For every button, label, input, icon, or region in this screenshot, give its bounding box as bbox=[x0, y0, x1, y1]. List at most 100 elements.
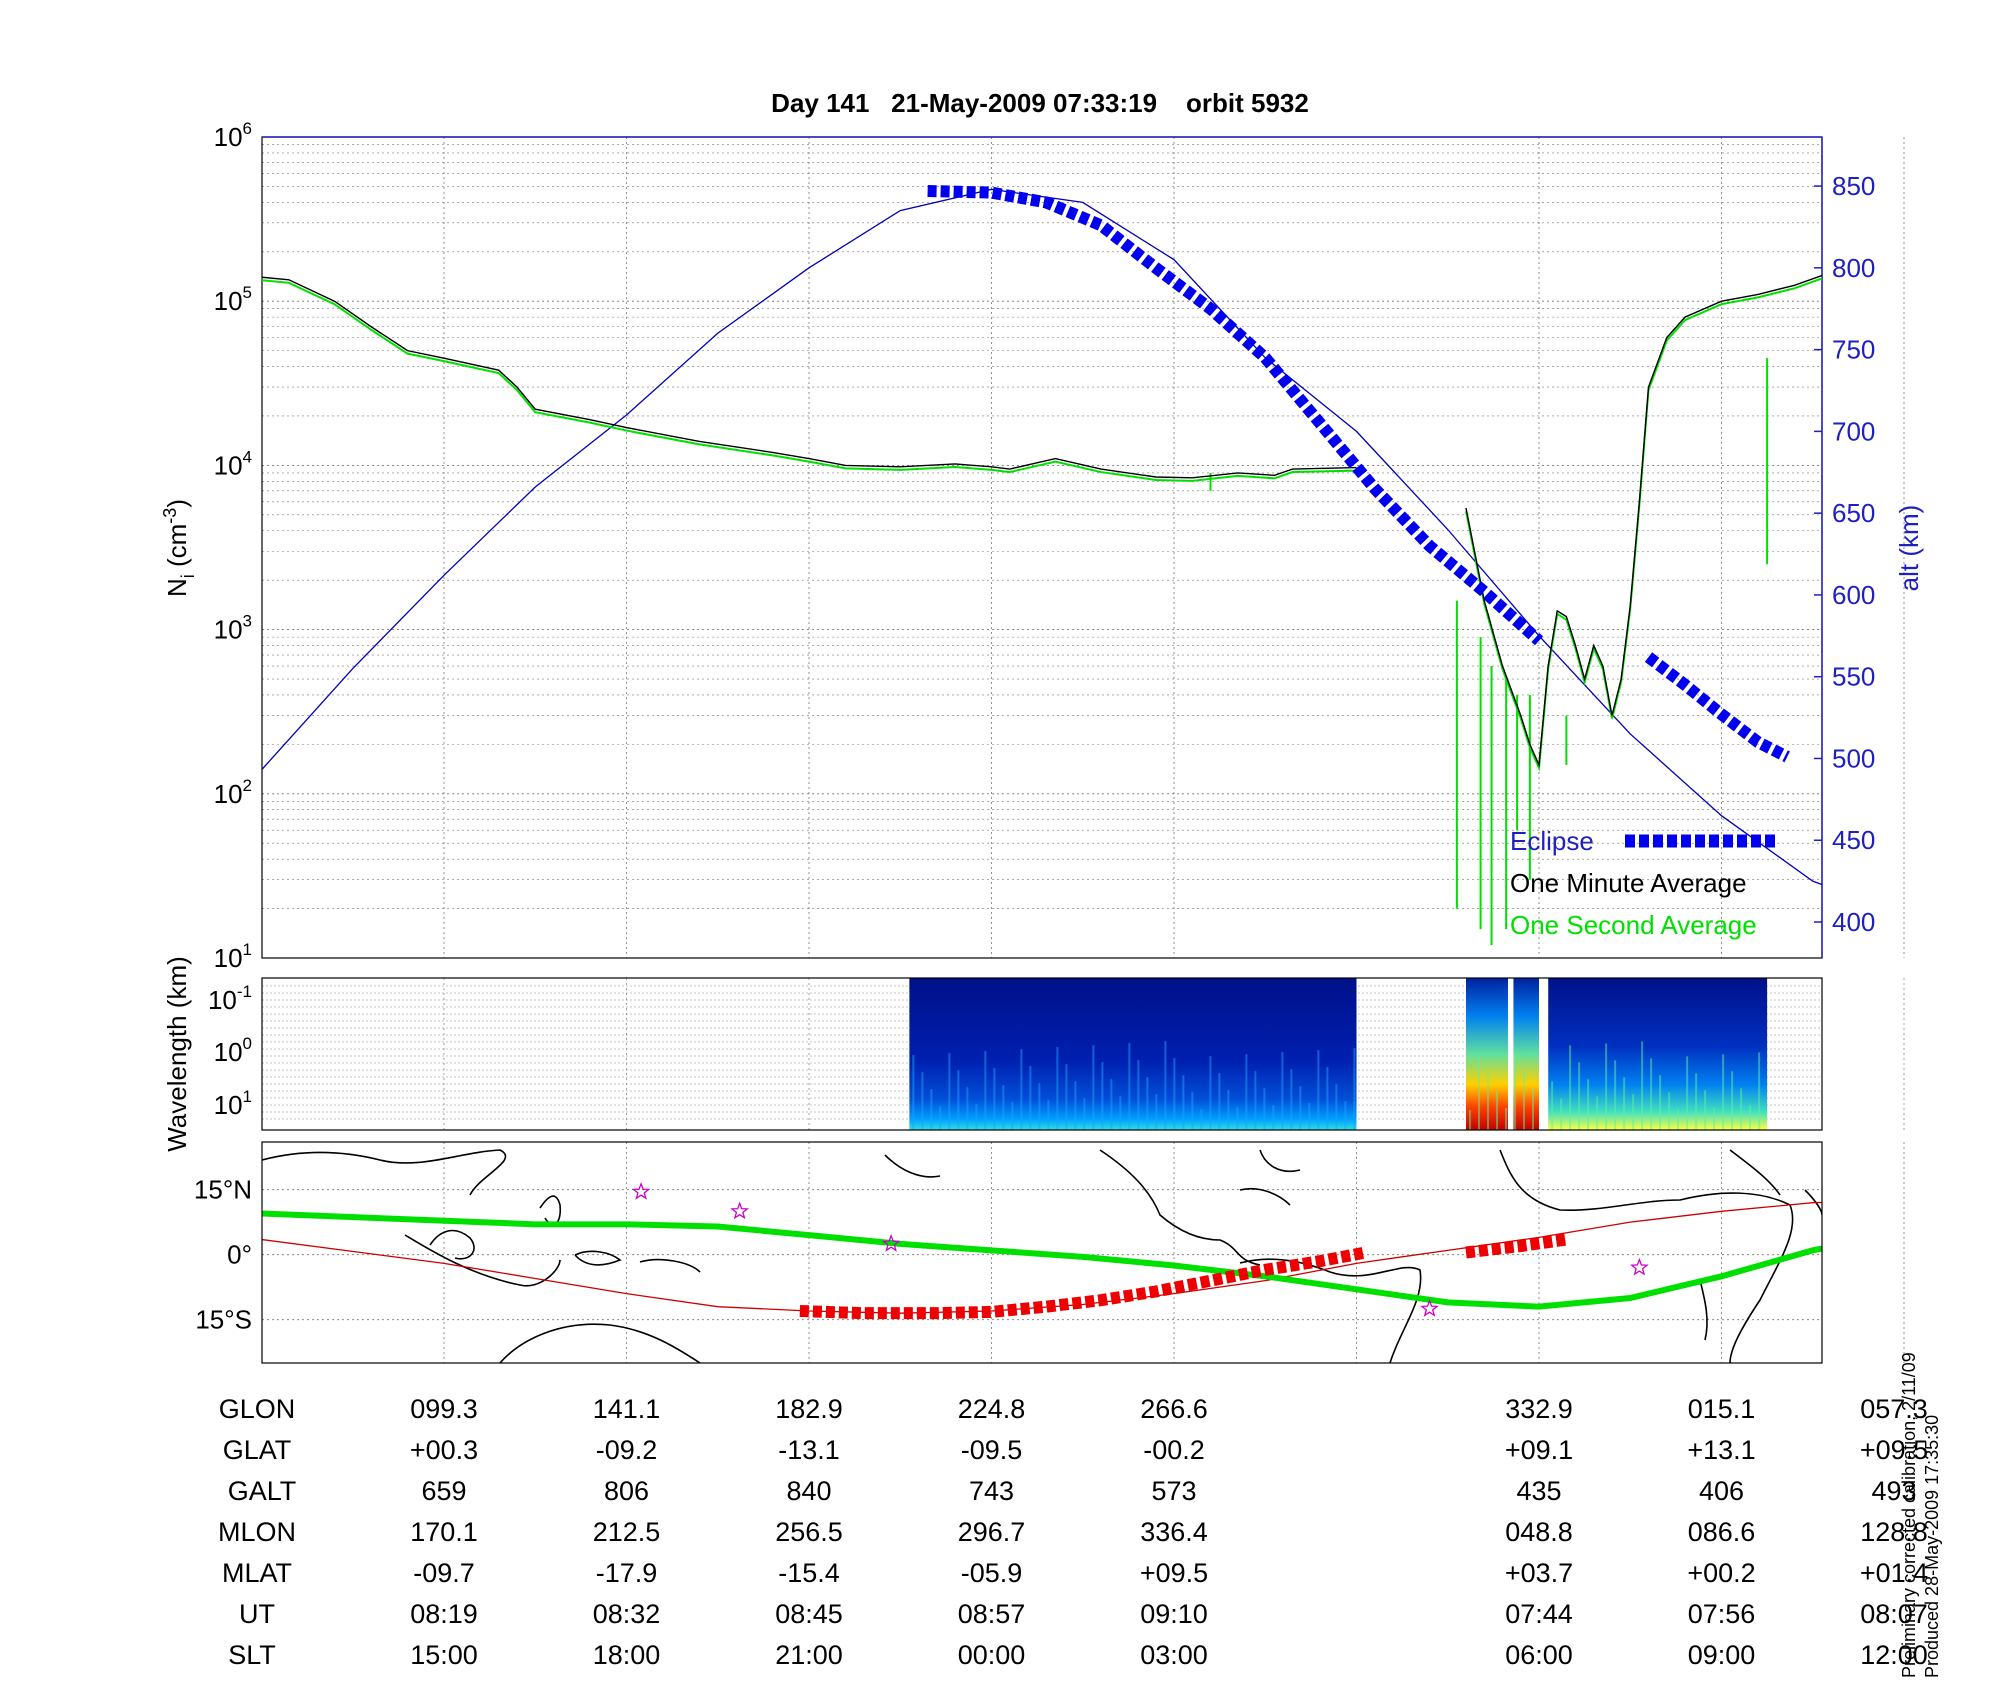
table-cell: -17.9 bbox=[596, 1558, 658, 1588]
table-cell: -13.1 bbox=[778, 1435, 840, 1465]
table-cell: 743 bbox=[969, 1476, 1014, 1506]
table-cell: -15.4 bbox=[778, 1558, 840, 1588]
table-cell: 573 bbox=[1151, 1476, 1196, 1506]
table-cell: 170.1 bbox=[410, 1517, 478, 1547]
density-tick-label: 105 bbox=[214, 283, 252, 316]
row-label: GLAT bbox=[223, 1435, 292, 1465]
eclipse-track-segment bbox=[1465, 1233, 1568, 1259]
table-cell: 840 bbox=[786, 1476, 831, 1506]
table-cell: 08:57 bbox=[958, 1599, 1026, 1629]
table-cell: 03:00 bbox=[1140, 1640, 1208, 1670]
table-cell: 08:07 bbox=[1860, 1599, 1928, 1629]
legend: Eclipse One Minute Average One Second Av… bbox=[1510, 826, 1778, 940]
table-cell: +09.5 bbox=[1140, 1558, 1208, 1588]
row-label: GALT bbox=[228, 1476, 297, 1506]
table-cell: -00.2 bbox=[1143, 1435, 1205, 1465]
density-tick-label: 103 bbox=[214, 612, 252, 645]
table-cell: 15:00 bbox=[410, 1640, 478, 1670]
table-cell: 086.6 bbox=[1688, 1517, 1756, 1547]
wavelength-tick-label: 100 bbox=[214, 1034, 252, 1067]
spectrogram-block bbox=[1548, 978, 1768, 1130]
density-tick-label: 106 bbox=[214, 119, 252, 152]
table-cell: 332.9 bbox=[1505, 1394, 1573, 1424]
eclipse-segment bbox=[1644, 652, 1790, 763]
table-cell: +03.7 bbox=[1505, 1558, 1573, 1588]
spectrogram-gap bbox=[1539, 978, 1549, 1130]
table-cell: 06:00 bbox=[1505, 1640, 1573, 1670]
legend-one-second: One Second Average bbox=[1510, 910, 1757, 940]
table-cell: -05.9 bbox=[961, 1558, 1023, 1588]
wavelength-tick-label: 101 bbox=[214, 1087, 252, 1120]
orbit-track-line bbox=[262, 1201, 1822, 1314]
star-marker bbox=[730, 1201, 750, 1220]
table-cell: 08:32 bbox=[593, 1599, 661, 1629]
row-label: MLAT bbox=[222, 1558, 292, 1588]
density-tick-label: 101 bbox=[214, 940, 252, 973]
one-minute-line bbox=[1465, 274, 1822, 768]
legend-one-minute: One Minute Average bbox=[1510, 868, 1747, 898]
table-cell: 141.1 bbox=[593, 1394, 661, 1424]
spectrogram-frame bbox=[261, 977, 1823, 1131]
table-cell: +00.2 bbox=[1687, 1558, 1755, 1588]
chart-title: Day 141 21-May-2009 07:33:19 orbit 5932 bbox=[771, 88, 1309, 118]
table-cell: 015.1 bbox=[1688, 1394, 1756, 1424]
table-cell: 224.8 bbox=[958, 1394, 1026, 1424]
table-cell: 336.4 bbox=[1140, 1517, 1208, 1547]
table-cell: 659 bbox=[421, 1476, 466, 1506]
row-label: UT bbox=[239, 1599, 275, 1629]
table-cell: 048.8 bbox=[1505, 1517, 1573, 1547]
table-cell: -09.5 bbox=[961, 1435, 1023, 1465]
eclipse-segment bbox=[927, 184, 1544, 646]
table-cell: 21:00 bbox=[775, 1640, 843, 1670]
spectrogram-panel: 10-1 100 101 Wavelength (km) bbox=[162, 956, 1905, 1152]
table-cell: 256.5 bbox=[775, 1517, 843, 1547]
table-cell: 12:00 bbox=[1860, 1640, 1928, 1670]
one-second-line bbox=[262, 279, 1357, 482]
altitude-ylabel: alt (km) bbox=[1894, 505, 1924, 592]
table-cell: +01.4 bbox=[1860, 1558, 1928, 1588]
altitude-line bbox=[262, 188, 1822, 886]
altitude-tick-label: 700 bbox=[1832, 416, 1875, 446]
legend-eclipse: Eclipse bbox=[1510, 826, 1594, 856]
table-cell: 406 bbox=[1699, 1476, 1744, 1506]
spectrogram-block bbox=[1466, 978, 1539, 1130]
density-tick-label: 104 bbox=[214, 447, 252, 480]
altitude-tick-label: 500 bbox=[1832, 743, 1875, 773]
row-label: MLON bbox=[218, 1517, 296, 1547]
density-tick-label: 102 bbox=[214, 776, 252, 809]
altitude-tick-label: 450 bbox=[1832, 825, 1875, 855]
calibration-note: Preliminary corrected calibration, 2/11/… bbox=[1899, 1352, 1919, 1678]
row-label: SLT bbox=[228, 1640, 276, 1670]
spectrogram-gap bbox=[1507, 978, 1514, 1130]
produced-note: Produced 28-May-2009 17:35:30 bbox=[1922, 1415, 1942, 1678]
star-marker bbox=[1630, 1257, 1649, 1276]
table-cell: 099.3 bbox=[410, 1394, 478, 1424]
star-marker bbox=[881, 1233, 901, 1252]
altitude-tick-label: 550 bbox=[1832, 662, 1875, 692]
table-cell: 057.3 bbox=[1860, 1394, 1928, 1424]
altitude-tick-label: 800 bbox=[1832, 253, 1875, 283]
table-cell: -09.7 bbox=[413, 1558, 475, 1588]
star-marker bbox=[1420, 1298, 1439, 1317]
altitude-tick-label: 400 bbox=[1832, 907, 1875, 937]
density-ylabel: Ni (cm-3) bbox=[160, 499, 198, 597]
map-panel: 15°N 0° 15°S bbox=[194, 1141, 1905, 1364]
table-cell: 00:00 bbox=[958, 1640, 1026, 1670]
table-cell: 08:45 bbox=[775, 1599, 843, 1629]
coastlines bbox=[262, 1149, 1822, 1363]
table-cell: 212.5 bbox=[593, 1517, 661, 1547]
table-cell: -09.2 bbox=[596, 1435, 658, 1465]
spectrogram-ylabel: Wavelength (km) bbox=[162, 956, 192, 1152]
table-cell: 182.9 bbox=[775, 1394, 843, 1424]
table-cell: +09.5 bbox=[1860, 1435, 1928, 1465]
table-cell: 128.8 bbox=[1860, 1517, 1928, 1547]
magnetic-equator-line bbox=[262, 1210, 1822, 1310]
row-label: GLON bbox=[219, 1394, 296, 1424]
altitude-tick-label: 850 bbox=[1832, 171, 1875, 201]
star-marker bbox=[631, 1181, 651, 1200]
table-cell: 18:00 bbox=[593, 1640, 661, 1670]
map-frame bbox=[261, 1141, 1823, 1364]
table-cell: 07:56 bbox=[1688, 1599, 1756, 1629]
eclipse-track-segment bbox=[799, 1246, 1367, 1320]
